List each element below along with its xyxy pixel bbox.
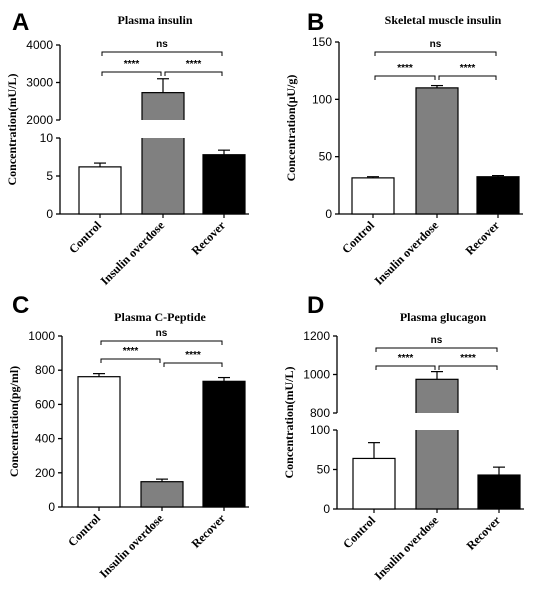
chart-title: Skeletal muscle insulin — [385, 13, 502, 27]
significance-label: **** — [186, 59, 202, 70]
y-tick-label: 400 — [35, 432, 55, 446]
x-tick-label: Control — [66, 218, 104, 256]
chart-panel-b: B Skeletal muscle insulin Concentration(μU… — [284, 9, 523, 288]
panel-letter: C — [12, 292, 29, 319]
bar-3 — [476, 176, 520, 215]
significance-label: ns — [156, 39, 168, 50]
significance-bracket — [101, 71, 162, 76]
bar-3 — [477, 474, 521, 510]
y-tick-label: 5 — [46, 169, 53, 183]
chart-title: Plasma glucagon — [400, 310, 487, 324]
y-axis-label: Concentration(mU/L) — [5, 74, 19, 186]
x-tick-label: Control — [339, 218, 377, 256]
bar-1 — [351, 177, 395, 215]
y-tick-label: 10 — [40, 131, 54, 145]
x-tick-label: Insulin overdose — [372, 218, 442, 288]
x-tick-label: Insulin overdose — [372, 513, 442, 583]
significance-label: **** — [398, 353, 414, 364]
y-axis-label: Concentration(pg/ml) — [7, 366, 21, 477]
significance-label: **** — [124, 59, 140, 70]
bar-2 — [415, 87, 459, 215]
y-tick-label: 50 — [319, 150, 333, 164]
significance-bracket — [101, 51, 223, 56]
x-tick-label: Recover — [464, 513, 504, 553]
bar-3 — [202, 154, 246, 215]
y-tick-label: 4000 — [26, 38, 53, 52]
y-tick-label: 100 — [312, 92, 332, 106]
significance-label: **** — [460, 353, 476, 364]
significance-bracket — [375, 365, 436, 370]
y-axis-label: Concentration(μU/g) — [284, 75, 298, 182]
x-tick-label: Control — [65, 511, 103, 549]
bar-1 — [352, 457, 396, 510]
bar-2 — [141, 92, 185, 215]
x-tick-label: Insulin overdose — [98, 218, 168, 288]
chart-panel-d: D Plasma glucagon Concentration(mU/L) 0 50 10… — [282, 292, 524, 583]
chart-title: Plasma insulin — [117, 13, 192, 27]
significance-label: **** — [460, 63, 476, 74]
significance-bracket — [375, 347, 498, 352]
y-tick-label: 600 — [35, 397, 55, 411]
x-tick-label: Recover — [189, 511, 229, 551]
significance-label: ns — [156, 328, 168, 339]
y-tick-label: 1000 — [303, 368, 330, 382]
y-tick-label: 1000 — [28, 329, 55, 343]
significance-bracket — [163, 362, 223, 367]
y-tick-label: 3000 — [26, 76, 53, 90]
chart-panel-c: C Plasma C-Peptide Concentration(pg/ml) 0 20… — [7, 292, 249, 581]
bar-1 — [78, 166, 122, 215]
significance-bracket — [438, 75, 497, 80]
panel-letter: B — [307, 9, 324, 36]
y-tick-label: 2000 — [26, 113, 53, 127]
axis-break-gap — [415, 413, 459, 430]
y-tick-label: 0 — [323, 502, 330, 516]
significance-bracket — [374, 51, 497, 56]
significance-label: **** — [397, 63, 413, 74]
bar-3 — [202, 380, 246, 508]
significance-label: **** — [185, 350, 201, 361]
significance-label: ns — [430, 39, 442, 50]
significance-bracket — [100, 340, 223, 345]
significance-bracket — [100, 358, 161, 363]
y-tick-label: 0 — [325, 207, 332, 221]
y-tick-label: 150 — [312, 35, 332, 49]
y-tick-label: 200 — [35, 466, 55, 480]
panel-letter: D — [307, 292, 324, 319]
significance-bracket — [438, 365, 498, 370]
y-tick-label: 800 — [310, 406, 330, 420]
y-tick-label: 50 — [317, 463, 331, 477]
y-tick-label: 0 — [46, 207, 53, 221]
significance-label: ns — [431, 335, 443, 346]
axis-break-gap — [141, 120, 185, 138]
x-tick-label: Recover — [189, 218, 229, 258]
y-axis-label: Concentration(mU/L) — [282, 367, 296, 479]
panel-letter: A — [12, 9, 29, 36]
x-tick-label: Recover — [463, 218, 503, 258]
significance-bracket — [374, 75, 436, 80]
bar-2 — [140, 481, 184, 508]
y-tick-label: 100 — [310, 423, 330, 437]
x-tick-label: Control — [340, 513, 378, 551]
chart-title: Plasma C-Peptide — [114, 310, 206, 324]
bar-2 — [415, 378, 459, 510]
chart-panel-a: A Plasma insulin Concentration(mU/L) 0 5 10 20… — [5, 9, 249, 288]
y-tick-label: 1200 — [303, 329, 330, 343]
y-tick-label: 800 — [35, 363, 55, 377]
significance-label: **** — [123, 346, 139, 357]
significance-bracket — [164, 71, 223, 76]
x-tick-label: Insulin overdose — [97, 511, 167, 581]
y-tick-label: 0 — [48, 500, 55, 514]
bar-1 — [77, 376, 121, 508]
